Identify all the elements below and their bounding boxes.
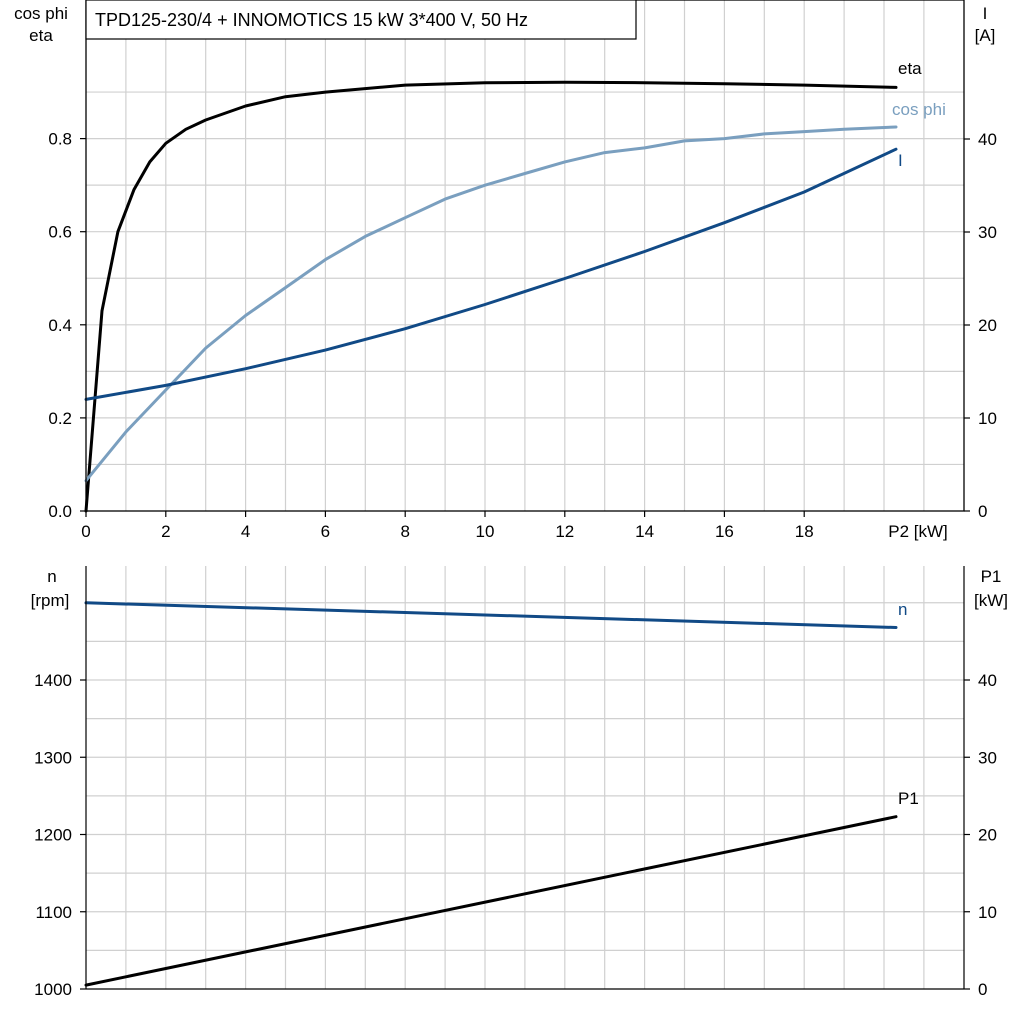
series-line-cos-phi xyxy=(84,125,898,483)
left-axis-label-cos-phi: cos phi xyxy=(14,4,68,23)
left-y-tick-label: 1100 xyxy=(35,903,72,922)
left-y-tick-label: 1200 xyxy=(34,826,72,845)
bottom-tick-labels: 1000 1100 1200 1300 1400 0 10 20 30 40 xyxy=(34,671,997,999)
left-y-tick-label: 0.4 xyxy=(48,316,72,335)
bottom-series-labels: n P1 xyxy=(898,600,919,808)
top-series-labels: eta cos phi I xyxy=(892,59,946,170)
bottom-panel: n [rpm] P1 [kW] 1000 1100 1200 1300 1400 0 10 2… xyxy=(31,566,1008,999)
x-tick-label: 16 xyxy=(715,522,734,541)
left-y-tick-label: 1000 xyxy=(34,980,72,999)
right-y-tick-label: 10 xyxy=(978,903,997,922)
left-y-tick-label: 0.0 xyxy=(48,502,72,521)
bottom-axis-ticks xyxy=(80,679,970,990)
series-line-p1 xyxy=(84,815,898,987)
x-tick-label: 8 xyxy=(400,522,409,541)
left-y-tick-label: 1300 xyxy=(34,748,72,767)
right-axis-label-a-unit: [A] xyxy=(975,26,996,45)
x-tick-label: 6 xyxy=(321,522,330,541)
right-y-tick-label: 0 xyxy=(978,980,987,999)
left-axis-label-eta: eta xyxy=(29,26,53,45)
left-axis-label-rpm-unit: [rpm] xyxy=(31,591,70,610)
top-grid xyxy=(86,0,964,511)
left-y-tick-label: 0.8 xyxy=(48,130,72,149)
series-label-p1: P1 xyxy=(898,789,919,808)
x-tick-label: 18 xyxy=(795,522,814,541)
right-y-tick-label: 0 xyxy=(978,502,987,521)
title-box xyxy=(85,0,637,40)
right-y-tick-label: 20 xyxy=(978,826,997,845)
x-tick-label: 14 xyxy=(635,522,654,541)
top-panel: TPD125-230/4 + INNOMOTICS 15 kW 3*400 V,… xyxy=(14,0,997,541)
x-tick-label: 10 xyxy=(476,522,495,541)
series-line-i xyxy=(84,147,898,401)
series-line-n xyxy=(84,601,898,629)
series-label-i: I xyxy=(898,151,903,170)
right-y-tick-label: 30 xyxy=(978,748,997,767)
chart-title: TPD125-230/4 + INNOMOTICS 15 kW 3*400 V,… xyxy=(95,10,528,30)
right-y-tick-label: 40 xyxy=(978,130,997,149)
x-tick-label: 0 xyxy=(81,522,90,541)
right-y-tick-label: 30 xyxy=(978,223,997,242)
left-y-tick-label: 0.6 xyxy=(48,223,72,242)
top-tick-labels: 0 2 4 6 8 10 12 14 16 18 0.0 0.2 0.4 0.6 0.8 0 10 20 30 40 xyxy=(48,130,997,541)
right-y-tick-label: 10 xyxy=(978,409,997,428)
right-y-tick-label: 40 xyxy=(978,671,997,690)
top-plot-frame xyxy=(85,0,965,512)
series-label-eta: eta xyxy=(898,59,922,78)
top-axis-ticks xyxy=(80,138,970,517)
left-y-tick-label: 1400 xyxy=(34,671,72,690)
right-y-tick-label: 20 xyxy=(978,316,997,335)
series-label-n: n xyxy=(898,600,907,619)
right-axis-label-p1: P1 xyxy=(981,567,1002,586)
right-axis-label-i: I xyxy=(983,4,988,23)
series-line-eta xyxy=(84,80,898,513)
x-tick-label: 12 xyxy=(555,522,574,541)
top-curves xyxy=(84,80,898,513)
left-y-tick-label: 0.2 xyxy=(48,409,72,428)
bottom-curves xyxy=(84,601,898,987)
x-tick-label: 4 xyxy=(241,522,250,541)
series-label-cos-phi: cos phi xyxy=(892,100,946,119)
left-axis-label-n: n xyxy=(47,567,56,586)
bottom-grid xyxy=(86,566,964,989)
x-axis-label: P2 [kW] xyxy=(888,522,948,541)
x-tick-label: 2 xyxy=(161,522,170,541)
right-axis-label-kw-unit: [kW] xyxy=(974,591,1008,610)
